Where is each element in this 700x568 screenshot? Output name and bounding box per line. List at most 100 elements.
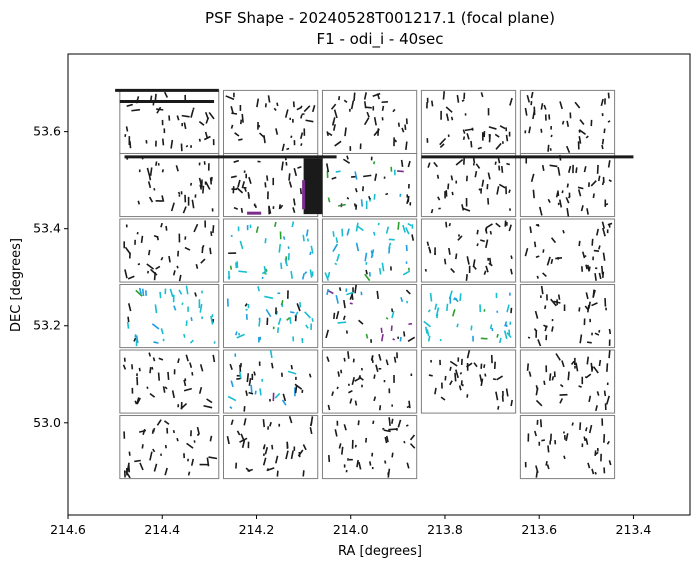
psf-whisker: [592, 193, 595, 199]
psf-whisker: [231, 112, 238, 115]
psf-whisker: [308, 373, 312, 378]
psf-whisker: [198, 138, 201, 142]
psf-whisker: [304, 271, 308, 275]
ccd-28: [519, 415, 616, 480]
psf-whisker: [346, 155, 349, 160]
psf-whisker: [355, 222, 359, 232]
psf-whisker: [342, 315, 346, 321]
psf-whisker: [483, 364, 486, 369]
psf-whisker: [464, 128, 474, 132]
psf-whisker: [355, 242, 360, 252]
psf-whisker: [598, 359, 602, 367]
psf-whisker: [607, 92, 610, 99]
psf-whisker: [151, 366, 154, 370]
psf-whisker: [374, 173, 378, 181]
psf-whisker: [258, 319, 261, 327]
psf-whisker: [258, 132, 266, 139]
psf-whisker: [538, 206, 543, 216]
psf-whisker: [430, 100, 434, 107]
psf-whisker: [181, 114, 190, 118]
psf-whisker: [268, 206, 272, 214]
psf-whisker: [127, 275, 135, 280]
psf-whisker: [349, 302, 353, 305]
psf-whisker: [439, 143, 445, 149]
psf-whisker: [437, 196, 441, 201]
ccd-22: [321, 349, 418, 414]
psf-whisker: [550, 237, 557, 244]
psf-whisker: [450, 175, 454, 181]
psf-whisker: [535, 255, 540, 258]
psf-whisker: [193, 223, 199, 233]
psf-whisker: [400, 297, 404, 303]
psf-whisker: [148, 173, 152, 181]
psf-whisker: [429, 292, 433, 302]
psf-whisker: [346, 228, 350, 236]
psf-whisker: [332, 117, 336, 124]
psf-whisker: [146, 263, 155, 270]
psf-whisker: [505, 388, 509, 397]
ccd-0: [119, 89, 220, 154]
psf-whisker: [559, 383, 564, 388]
psf-whisker: [338, 287, 342, 292]
psf-whisker: [270, 362, 274, 369]
psf-whisker: [149, 167, 153, 176]
ccd-20: [119, 349, 220, 414]
psf-whisker: [346, 196, 350, 200]
psf-whisker: [194, 292, 197, 297]
ccd-23: [420, 349, 517, 414]
psf-whisker: [602, 227, 606, 237]
psf-whisker: [176, 265, 179, 269]
psf-whisker: [532, 189, 535, 199]
psf-whisker: [152, 357, 156, 362]
psf-whisker: [496, 186, 500, 195]
psf-whisker: [165, 225, 168, 231]
psf-whisker: [301, 113, 305, 116]
psf-whisker: [309, 251, 312, 256]
psf-whisker: [336, 386, 339, 390]
psf-whisker: [328, 290, 334, 295]
psf-whisker: [182, 206, 187, 214]
psf-whisker: [570, 360, 575, 366]
ccd-11: [223, 218, 319, 283]
psf-whisker: [340, 446, 344, 455]
psf-whisker: [368, 461, 372, 466]
psf-whisker: [246, 373, 250, 383]
psf-whisker: [208, 456, 218, 460]
psf-whisker: [244, 303, 248, 307]
ccd-outline: [223, 218, 319, 283]
psf-whisker: [241, 181, 246, 189]
psf-whisker: [200, 258, 206, 264]
psf-whisker: [138, 367, 141, 372]
psf-whisker: [474, 170, 478, 178]
psf-whisker: [282, 236, 286, 240]
ccd-3: [420, 89, 517, 154]
psf-whisker: [426, 241, 430, 247]
psf-whisker: [284, 109, 289, 118]
psf-whisker: [302, 444, 307, 451]
psf-whisker: [209, 247, 212, 255]
psf-whisker: [281, 399, 287, 406]
psf-whisker: [533, 328, 537, 332]
psf-whisker: [434, 303, 438, 310]
psf-whisker: [139, 462, 144, 471]
psf-whisker: [365, 437, 368, 443]
psf-whisker: [343, 99, 348, 103]
psf-whisker: [433, 161, 438, 168]
psf-whisker: [141, 444, 144, 449]
psf-whisker: [586, 341, 592, 344]
psf-whisker: [326, 356, 330, 362]
ccd-outline: [223, 415, 319, 480]
psf-whisker: [288, 173, 291, 181]
ccd-8: [420, 152, 517, 218]
psf-whisker: [579, 422, 582, 430]
psf-whisker: [592, 289, 595, 298]
psf-whisker: [392, 108, 396, 113]
psf-whisker: [404, 124, 407, 131]
psf-whisker: [199, 184, 203, 190]
psf-whisker: [364, 101, 367, 109]
psf-whisker: [450, 116, 454, 121]
psf-whisker: [485, 223, 493, 229]
psf-whisker: [148, 196, 154, 203]
psf-whisker: [485, 265, 489, 273]
psf-whisker: [189, 362, 193, 368]
